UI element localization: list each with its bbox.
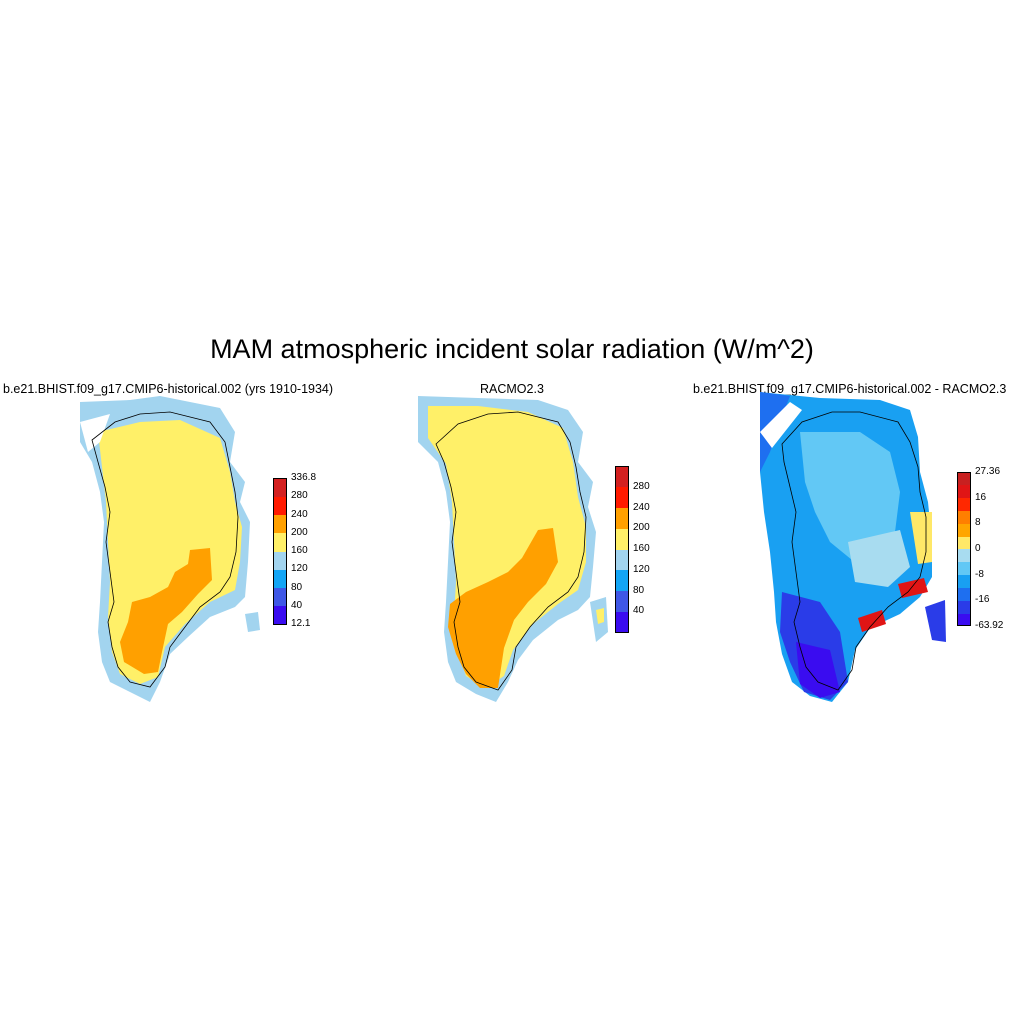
colorbar-segment [273,569,287,588]
colorbar-label: 40 [633,605,645,617]
colorbar-label: 280 [291,490,308,502]
colorbar-label: -8 [975,568,984,580]
colorbar-segment [957,613,971,627]
colorbar-diff: -63.92 -16 -8 0 8 16 27.36 [957,467,1003,631]
colorbar-segment [615,611,629,633]
colorbar-segment [273,551,287,570]
map-racmo [418,396,608,702]
colorbar-segment [957,472,971,486]
panel-title-model: b.e21.BHIST.f09_g17.CMIP6-historical.002… [3,382,334,396]
colorbar-segment [615,507,629,529]
colorbar-label: 80 [291,581,303,593]
colorbar-label: -63.92 [975,620,1004,631]
colorbar-label: 160 [291,545,308,556]
colorbar-segment [957,574,971,588]
colorbar-segment [273,496,287,515]
colorbar-label: 40 [291,599,303,611]
colorbar-label: 280 [633,480,650,492]
colorbar-segment [615,486,629,508]
colorbar-label: 120 [291,563,308,575]
colorbar-segment [615,549,629,571]
colorbar-label: 200 [633,522,650,534]
colorbar-label: 8 [975,517,981,529]
colorbar-segment [273,605,287,625]
panel-title-diff: b.e21.BHIST.f09_g17.CMIP6-historical.002… [693,382,1007,396]
colorbar-label: 336.8 [291,472,317,483]
map-diff-coastline [781,411,927,691]
colorbar-segment [957,510,971,524]
colorbar-segment [273,478,287,497]
colorbar-racmo: 40 80 120 160 200 240 280 [615,466,650,633]
colorbar-segment [957,561,971,576]
colorbar-label: 240 [633,501,650,513]
map-racmo-cells [418,396,608,702]
figure-title: MAM atmospheric incident solar radiation… [210,334,814,364]
colorbar-segment [615,466,629,488]
colorbar-segment [615,528,629,550]
colorbar-segment [957,587,971,601]
colorbar-segment [957,523,971,537]
map-model [80,396,260,702]
map-diff-cells [760,392,946,702]
colorbar-label: 120 [633,563,650,575]
colorbar-segment [615,590,629,612]
colorbar-label: 12.1 [291,618,311,629]
map-racmo-coastline [435,411,587,691]
colorbar-segment [273,587,287,607]
colorbar-segment [957,536,971,550]
colorbar-segment [957,484,971,499]
colorbar-segment [615,569,629,591]
colorbar-model: 12.1 40 80 120 160 200 240 280 336.8 [273,473,316,629]
panel-title-racmo: RACMO2.3 [480,382,544,396]
colorbar-label: 160 [633,543,650,554]
colorbar-segment [957,497,971,511]
colorbar-label: 16 [975,491,987,503]
colorbar-label: 27.36 [975,466,1001,477]
colorbar-label: 0 [975,543,981,554]
colorbar-segment [957,549,971,563]
colorbar-segment [273,532,287,552]
colorbar-segment [273,514,287,534]
colorbar-label: -16 [975,594,990,606]
map-model-coastline [91,411,239,688]
colorbar-label: 80 [633,584,645,596]
colorbar-label: 200 [291,526,308,538]
colorbar-label: 240 [291,508,308,520]
map-diff [760,392,946,702]
map-model-cells [80,396,260,702]
colorbar-segment [957,600,971,614]
